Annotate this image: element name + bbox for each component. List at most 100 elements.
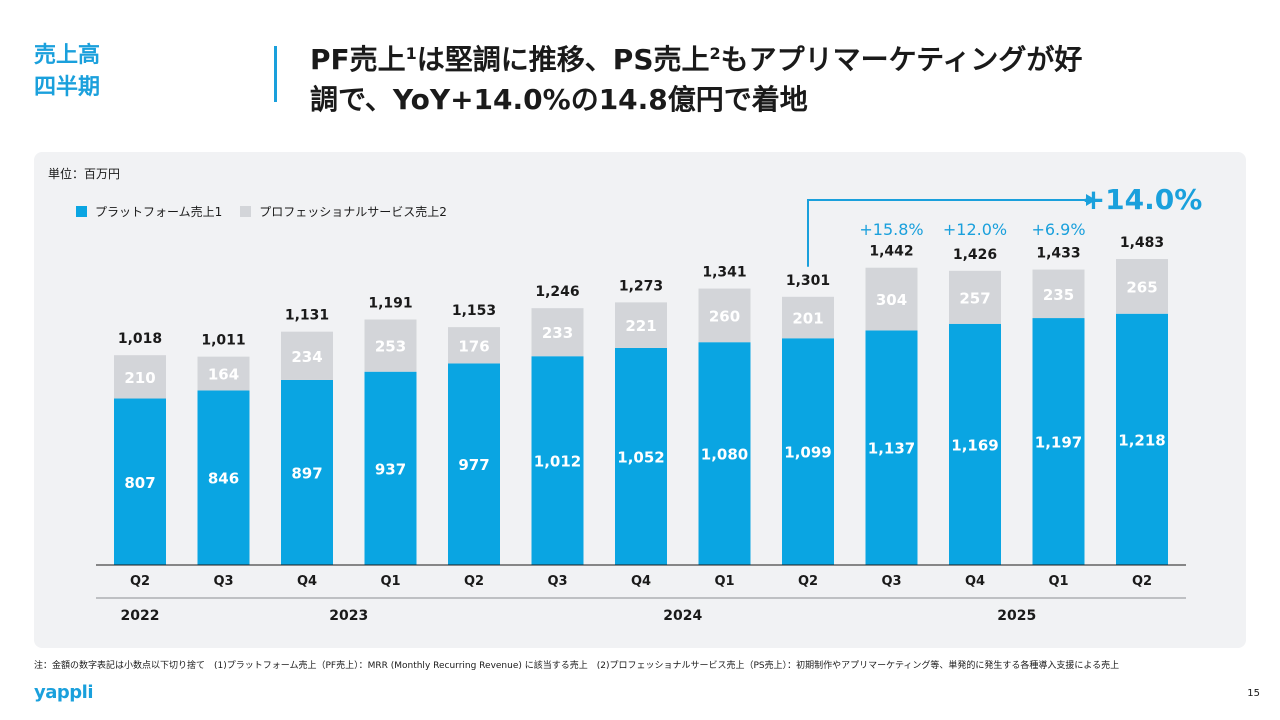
bar-ps-12 [1116,259,1168,314]
total-label-0: 1,018 [118,331,162,347]
data-label-ps-3: 253 [375,338,406,356]
bar-pf-3 [364,371,417,565]
bar-pf-11 [1032,318,1085,565]
bar-ps-10 [949,270,1001,324]
x-tick-label-0: Q2 [130,574,150,589]
bar-pf-5 [531,356,584,565]
x-tick-label-1: Q3 [213,574,233,589]
unit-label: 単位：百万円 [48,167,121,181]
bar-pf-7 [698,342,751,565]
data-label-pf-9: 1,137 [868,440,915,458]
yoy-label: +14.0% [1082,183,1203,216]
data-label-ps-0: 210 [124,369,155,387]
data-label-pf-8: 1,099 [784,444,831,462]
legend-item-ps: プロフェッショナルサービス売上2 [240,203,447,220]
bar-pf-6 [615,347,667,565]
bar-ps-9 [865,267,918,331]
bar-ps-8 [782,296,834,339]
bar-ps-6 [615,302,667,348]
data-label-pf-7: 1,080 [701,446,748,464]
x-tick-label-10: Q4 [965,574,985,589]
title-superscript-1: 1 [405,44,417,63]
data-label-pf-0: 807 [124,474,155,492]
x-tick-label-6: Q4 [631,574,651,589]
data-label-ps-4: 176 [458,337,489,355]
legend-swatch-ps [240,206,252,217]
total-label-6: 1,273 [619,278,663,294]
bar-ps-11 [1032,269,1085,319]
x-tick-label-7: Q1 [714,574,734,589]
bar-ps-7 [698,288,751,343]
bar-pf-1 [197,390,250,565]
title-divider [274,46,277,102]
data-label-ps-7: 260 [709,307,740,325]
legend-label-ps: プロフェッショナルサービス売上2 [259,205,447,219]
chart-legend: プラットフォーム売上1 プロフェッショナルサービス売上2 [76,203,465,220]
total-label-3: 1,191 [368,296,412,312]
data-label-pf-3: 937 [375,460,406,478]
data-label-pf-2: 897 [291,464,322,482]
legend-item-pf: プラットフォーム売上1 [76,203,222,220]
data-label-ps-6: 221 [625,317,656,335]
section-label: 売上高 四半期 [34,40,100,104]
bar-pf-9 [865,330,918,565]
total-label-5: 1,246 [535,284,579,300]
bar-pf-0 [114,398,166,565]
x-tick-label-2: Q4 [297,574,317,589]
yoy-arrowhead-icon [1086,194,1096,206]
data-label-ps-11: 235 [1043,286,1074,304]
bar-pf-10 [949,323,1001,565]
bar-ps-3 [364,319,417,372]
growth-label-0: +15.8% [859,220,923,239]
bar-pf-8 [782,338,834,565]
year-label-2: 2024 [663,608,702,624]
section-label-line1: 売上高 [34,43,101,68]
total-label-1: 1,011 [201,333,245,349]
data-label-pf-11: 1,197 [1035,434,1082,452]
slide-title: PF売上1は堅調に推移、PS売上2もアプリマーケティングが好 調で、YoY+14… [310,40,1260,120]
data-label-ps-12: 265 [1126,278,1157,296]
bar-ps-5 [531,308,584,357]
data-label-ps-9: 304 [876,291,907,309]
year-label-0: 2022 [121,608,160,624]
title-superscript-2: 2 [709,44,721,63]
slide-title-line2: 調で、YoY+14.0%の14.8億円で着地 [310,83,808,116]
year-label-3: 2025 [997,608,1036,624]
data-label-ps-10: 257 [959,289,990,307]
total-label-12: 1,483 [1120,235,1164,251]
yoy-bracket-line [807,199,1086,267]
data-label-ps-2: 234 [291,348,322,366]
total-label-4: 1,153 [452,303,496,319]
x-tick-label-4: Q2 [464,574,484,589]
total-label-8: 1,301 [786,273,830,289]
growth-label-1: +12.0% [943,220,1007,239]
data-label-ps-8: 201 [792,310,823,328]
slide-title-line1: PF売上1は堅調に推移、PS売上2もアプリマーケティングが好 [310,40,1260,80]
section-label-line2: 四半期 [34,75,101,100]
data-label-pf-10: 1,169 [951,436,998,454]
x-tick-label-12: Q2 [1132,574,1152,589]
data-label-pf-12: 1,218 [1118,431,1165,449]
bar-ps-1 [197,356,250,391]
yappli-logo: yappli [34,682,94,703]
growth-label-2: +6.9% [1031,220,1085,239]
bar-pf-2 [281,379,333,565]
data-label-pf-4: 977 [458,456,489,474]
total-label-2: 1,131 [285,308,329,324]
total-label-9: 1,442 [869,244,913,260]
x-tick-label-3: Q1 [380,574,400,589]
data-label-ps-1: 164 [208,366,239,384]
total-label-10: 1,426 [953,247,997,263]
year-label-1: 2023 [329,608,368,624]
total-label-7: 1,341 [702,265,746,281]
footnote: 注：金額の数字表記は小数点以下切り捨て (1)プラットフォーム売上（PF売上）：… [34,661,1120,671]
x-tick-label-9: Q3 [881,574,901,589]
data-label-pf-6: 1,052 [617,448,664,466]
x-tick-label-5: Q3 [547,574,567,589]
total-label-11: 1,433 [1036,246,1080,262]
bar-ps-2 [281,331,333,380]
title-part-c: もアプリマーケティングが好 [720,43,1083,76]
legend-swatch-pf [76,206,87,217]
title-part-a: PF売上 [310,43,406,76]
